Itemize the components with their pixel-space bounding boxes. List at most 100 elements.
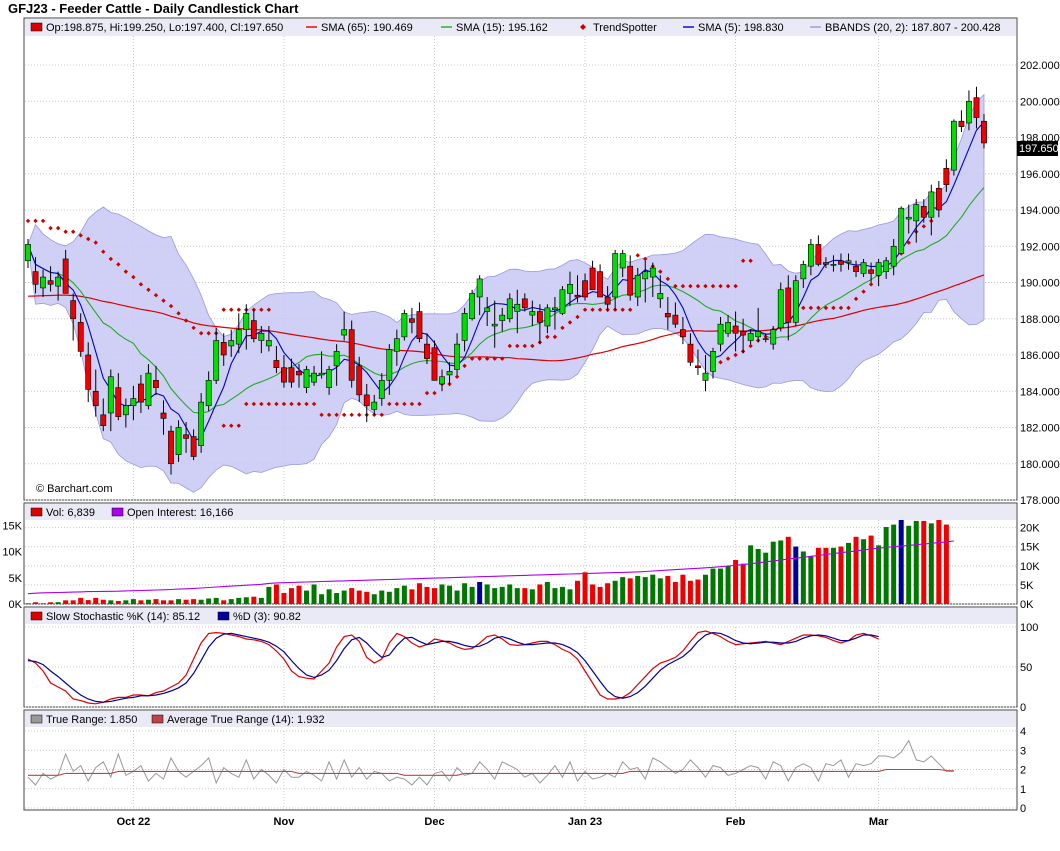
candle-body [875, 262, 882, 276]
candle-body [205, 380, 212, 407]
volume-legend: Vol: 6,839 Open Interest: 16,166 [30, 507, 233, 519]
trendspotter-marker [620, 307, 625, 312]
candle-body [649, 267, 656, 278]
volume-bar [522, 588, 528, 604]
volume-bar [447, 585, 453, 604]
trendspotter-marker [748, 258, 753, 263]
candle-body [115, 387, 122, 417]
candle-body [431, 347, 438, 381]
trendspotter-marker [575, 314, 580, 320]
trendspotter-marker [500, 356, 505, 361]
trendspotter-marker [40, 218, 46, 224]
candle-body [845, 260, 852, 263]
candle-body [657, 293, 664, 300]
stochastic-d-line [27, 631, 879, 703]
candle-body [770, 329, 777, 345]
trendspotter-marker [251, 401, 257, 407]
trendspotter-marker [673, 283, 678, 289]
volume-bar [514, 588, 520, 604]
candle-body [175, 427, 182, 455]
trendspotter-marker [319, 412, 324, 418]
trendspotter-marker [861, 289, 866, 294]
candle-body [265, 340, 272, 347]
candle-body [536, 311, 543, 323]
volume-bar [123, 600, 129, 604]
candle-body [296, 371, 302, 376]
candle-body [762, 338, 769, 340]
candlesticks [25, 86, 987, 475]
price-tick-label: 178.000 [1020, 495, 1060, 507]
trendspotter-marker [93, 240, 98, 245]
stochastic-lines [27, 630, 879, 705]
volume-bar [115, 600, 121, 604]
trendspotter-marker [206, 331, 211, 336]
volume-bar [288, 588, 294, 604]
volume-bar [364, 591, 370, 604]
candle-body [860, 262, 867, 274]
volume-bar [891, 524, 897, 604]
trendspotter-marker [628, 307, 633, 312]
true-range-legend: True Range: 1.850 Average True Range (14)… [30, 714, 325, 726]
candle-body [755, 331, 762, 338]
candle-body [333, 351, 340, 367]
candle-body [40, 276, 46, 289]
legend-swatch [151, 714, 164, 724]
sma-15-line [27, 187, 985, 414]
volume-tick-label-left: 15K [2, 520, 22, 532]
trendspotter-marker [334, 412, 339, 418]
candle-body [122, 405, 129, 416]
price-tick-label: 192.000 [1020, 241, 1060, 253]
trendspotter-marker [236, 423, 241, 428]
x-tick-label: Jan 23 [568, 816, 602, 828]
volume-bar [499, 586, 505, 604]
candle-body [107, 376, 114, 414]
true-range-tick-label: 1 [1020, 784, 1026, 796]
trendspotter-marker [831, 305, 836, 311]
volume-bar [191, 599, 197, 604]
volume-bar [943, 524, 949, 604]
trendspotter-marker [868, 282, 874, 287]
candle-body [823, 262, 829, 265]
volume-bar [861, 539, 867, 604]
axes: 178.000 180.000 182.000 184.000 186.000 188.0… [2, 60, 1059, 828]
trendspotter-marker [108, 256, 114, 262]
trendspotter-marker [296, 401, 302, 407]
trendspotter-marker [259, 307, 264, 312]
volume-bar [559, 586, 565, 604]
volume-bar [183, 599, 189, 604]
trendspotter-marker [236, 307, 241, 312]
candle-body [664, 313, 671, 318]
candle-body [853, 265, 859, 272]
volume-bar [100, 599, 106, 604]
trendspotter-marker [161, 298, 166, 303]
volume-bar [687, 580, 693, 604]
candle-body [935, 187, 942, 211]
volume-bar [70, 600, 76, 604]
x-tick-label: Mar [869, 816, 889, 828]
candle-body [326, 369, 333, 388]
legend-label: SMA (15): 195.162 [456, 22, 548, 34]
candle-body [800, 264, 807, 280]
price-tick-label: 182.000 [1020, 423, 1060, 435]
volume-bar [928, 523, 934, 604]
candle-body [491, 323, 498, 327]
candle-body [363, 394, 370, 407]
volume-tick-label-right: 5K [1020, 580, 1034, 592]
trendspotter-marker [725, 356, 731, 361]
candle-body [506, 298, 513, 320]
price-tick-label: 200.000 [1020, 96, 1060, 108]
volume-bar [431, 588, 437, 604]
trendspotter-marker [176, 311, 181, 316]
trendspotter-marker [665, 276, 671, 282]
volume-tick-label-right: 20K [1020, 523, 1040, 535]
volume-bar [733, 560, 739, 604]
volume-bar [477, 582, 483, 604]
volume-bar [537, 584, 543, 604]
volume-bar [273, 584, 279, 604]
candle-body [70, 300, 77, 320]
candle-body [273, 360, 280, 368]
volume-bar [409, 589, 415, 604]
trendspotter-marker [417, 401, 422, 407]
candle-body [898, 207, 905, 254]
